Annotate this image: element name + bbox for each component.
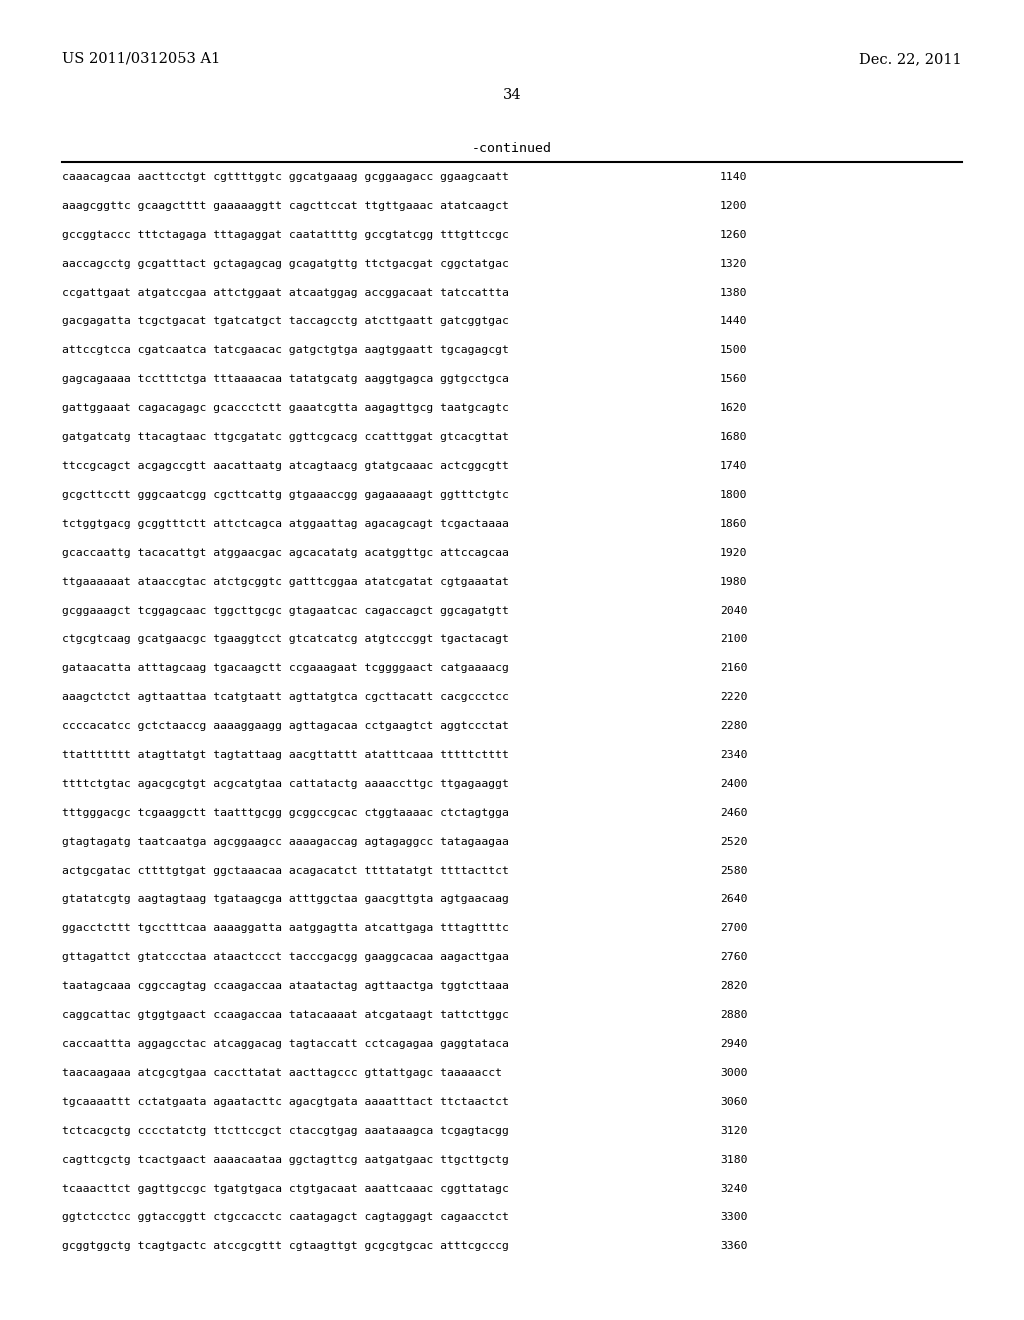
Text: ggacctcttt tgcctttcaa aaaaggatta aatggagtta atcattgaga tttagttttc: ggacctcttt tgcctttcaa aaaaggatta aatggag… — [62, 924, 509, 933]
Text: cagttcgctg tcactgaact aaaacaataa ggctagttcg aatgatgaac ttgcttgctg: cagttcgctg tcactgaact aaaacaataa ggctagt… — [62, 1155, 509, 1164]
Text: 1260: 1260 — [720, 230, 748, 240]
Text: ccccacatcc gctctaaccg aaaaggaagg agttagacaa cctgaagtct aggtccctat: ccccacatcc gctctaaccg aaaaggaagg agttaga… — [62, 721, 509, 731]
Text: gcggaaagct tcggagcaac tggcttgcgc gtagaatcac cagaccagct ggcagatgtt: gcggaaagct tcggagcaac tggcttgcgc gtagaat… — [62, 606, 509, 615]
Text: 1320: 1320 — [720, 259, 748, 269]
Text: 3300: 3300 — [720, 1212, 748, 1222]
Text: 2820: 2820 — [720, 981, 748, 991]
Text: gcgcttcctt gggcaatcgg cgcttcattg gtgaaaccgg gagaaaaagt ggtttctgtc: gcgcttcctt gggcaatcgg cgcttcattg gtgaaac… — [62, 490, 509, 500]
Text: 3180: 3180 — [720, 1155, 748, 1164]
Text: tctggtgacg gcggtttctt attctcagca atggaattag agacagcagt tcgactaaaa: tctggtgacg gcggtttctt attctcagca atggaat… — [62, 519, 509, 529]
Text: 1980: 1980 — [720, 577, 748, 586]
Text: 3360: 3360 — [720, 1241, 748, 1251]
Text: 2400: 2400 — [720, 779, 748, 789]
Text: ctgcgtcaag gcatgaacgc tgaaggtcct gtcatcatcg atgtcccggt tgactacagt: ctgcgtcaag gcatgaacgc tgaaggtcct gtcatca… — [62, 635, 509, 644]
Text: 2760: 2760 — [720, 952, 748, 962]
Text: 2220: 2220 — [720, 692, 748, 702]
Text: aaagctctct agttaattaa tcatgtaatt agttatgtca cgcttacatt cacgccctcc: aaagctctct agttaattaa tcatgtaatt agttatg… — [62, 692, 509, 702]
Text: 1860: 1860 — [720, 519, 748, 529]
Text: ttttctgtac agacgcgtgt acgcatgtaa cattatactg aaaaccttgc ttgagaaggt: ttttctgtac agacgcgtgt acgcatgtaa cattata… — [62, 779, 509, 789]
Text: tgcaaaattt cctatgaata agaatacttc agacgtgata aaaatttact ttctaactct: tgcaaaattt cctatgaata agaatacttc agacgtg… — [62, 1097, 509, 1106]
Text: gttagattct gtatccctaa ataactccct tacccgacgg gaaggcacaa aagacttgaa: gttagattct gtatccctaa ataactccct tacccga… — [62, 952, 509, 962]
Text: aaagcggttc gcaagctttt gaaaaaggtt cagcttccat ttgttgaaac atatcaagct: aaagcggttc gcaagctttt gaaaaaggtt cagcttc… — [62, 201, 509, 211]
Text: 2880: 2880 — [720, 1010, 748, 1020]
Text: ttgaaaaaat ataaccgtac atctgcggtc gatttcggaa atatcgatat cgtgaaatat: ttgaaaaaat ataaccgtac atctgcggtc gatttcg… — [62, 577, 509, 586]
Text: 2520: 2520 — [720, 837, 748, 846]
Text: 1680: 1680 — [720, 432, 748, 442]
Text: taatagcaaa cggccagtag ccaagaccaa ataatactag agttaactga tggtcttaaa: taatagcaaa cggccagtag ccaagaccaa ataatac… — [62, 981, 509, 991]
Text: 1380: 1380 — [720, 288, 748, 297]
Text: -continued: -continued — [472, 143, 552, 154]
Text: 1620: 1620 — [720, 403, 748, 413]
Text: 1440: 1440 — [720, 317, 748, 326]
Text: gccggtaccc tttctagaga tttagaggat caatattttg gccgtatcgg tttgttccgc: gccggtaccc tttctagaga tttagaggat caatatt… — [62, 230, 509, 240]
Text: gtatatcgtg aagtagtaag tgataagcga atttggctaa gaacgttgta agtgaacaag: gtatatcgtg aagtagtaag tgataagcga atttggc… — [62, 895, 509, 904]
Text: 2700: 2700 — [720, 924, 748, 933]
Text: 1500: 1500 — [720, 346, 748, 355]
Text: 3000: 3000 — [720, 1068, 748, 1078]
Text: 2460: 2460 — [720, 808, 748, 818]
Text: caaacagcaa aacttcctgt cgttttggtc ggcatgaaag gcggaagacc ggaagcaatt: caaacagcaa aacttcctgt cgttttggtc ggcatga… — [62, 172, 509, 182]
Text: tctcacgctg cccctatctg ttcttccgct ctaccgtgag aaataaagca tcgagtacgg: tctcacgctg cccctatctg ttcttccgct ctaccgt… — [62, 1126, 509, 1135]
Text: gcaccaattg tacacattgt atggaacgac agcacatatg acatggttgc attccagcaa: gcaccaattg tacacattgt atggaacgac agcacat… — [62, 548, 509, 557]
Text: 1920: 1920 — [720, 548, 748, 557]
Text: 1140: 1140 — [720, 172, 748, 182]
Text: 1200: 1200 — [720, 201, 748, 211]
Text: taacaagaaa atcgcgtgaa caccttatat aacttagccc gttattgagc taaaaacct: taacaagaaa atcgcgtgaa caccttatat aacttag… — [62, 1068, 502, 1078]
Text: gatgatcatg ttacagtaac ttgcgatatc ggttcgcacg ccatttggat gtcacgttat: gatgatcatg ttacagtaac ttgcgatatc ggttcgc… — [62, 432, 509, 442]
Text: 3060: 3060 — [720, 1097, 748, 1106]
Text: tcaaacttct gagttgccgc tgatgtgaca ctgtgacaat aaattcaaac cggttatagc: tcaaacttct gagttgccgc tgatgtgaca ctgtgac… — [62, 1184, 509, 1193]
Text: US 2011/0312053 A1: US 2011/0312053 A1 — [62, 51, 220, 66]
Text: 2640: 2640 — [720, 895, 748, 904]
Text: caggcattac gtggtgaact ccaagaccaa tatacaaaat atcgataagt tattcttggc: caggcattac gtggtgaact ccaagaccaa tatacaa… — [62, 1010, 509, 1020]
Text: 1800: 1800 — [720, 490, 748, 500]
Text: gagcagaaaa tcctttctga tttaaaacaa tatatgcatg aaggtgagca ggtgcctgca: gagcagaaaa tcctttctga tttaaaacaa tatatgc… — [62, 375, 509, 384]
Text: caccaattta aggagcctac atcaggacag tagtaccatt cctcagagaa gaggtataca: caccaattta aggagcctac atcaggacag tagtacc… — [62, 1039, 509, 1049]
Text: attccgtcca cgatcaatca tatcgaacac gatgctgtga aagtggaatt tgcagagcgt: attccgtcca cgatcaatca tatcgaacac gatgctg… — [62, 346, 509, 355]
Text: 2040: 2040 — [720, 606, 748, 615]
Text: 2160: 2160 — [720, 663, 748, 673]
Text: aaccagcctg gcgatttact gctagagcag gcagatgttg ttctgacgat cggctatgac: aaccagcctg gcgatttact gctagagcag gcagatg… — [62, 259, 509, 269]
Text: ccgattgaat atgatccgaa attctggaat atcaatggag accggacaat tatccattta: ccgattgaat atgatccgaa attctggaat atcaatg… — [62, 288, 509, 297]
Text: 2340: 2340 — [720, 750, 748, 760]
Text: 2280: 2280 — [720, 721, 748, 731]
Text: gattggaaat cagacagagc gcaccctctt gaaatcgtta aagagttgcg taatgcagtc: gattggaaat cagacagagc gcaccctctt gaaatcg… — [62, 403, 509, 413]
Text: 1560: 1560 — [720, 375, 748, 384]
Text: ggtctcctcc ggtaccggtt ctgccacctc caatagagct cagtaggagt cagaacctct: ggtctcctcc ggtaccggtt ctgccacctc caataga… — [62, 1212, 509, 1222]
Text: 34: 34 — [503, 88, 521, 102]
Text: gtagtagatg taatcaatga agcggaagcc aaaagaccag agtagaggcc tatagaagaa: gtagtagatg taatcaatga agcggaagcc aaaagac… — [62, 837, 509, 846]
Text: 3240: 3240 — [720, 1184, 748, 1193]
Text: 2940: 2940 — [720, 1039, 748, 1049]
Text: Dec. 22, 2011: Dec. 22, 2011 — [859, 51, 962, 66]
Text: ttattttttt atagttatgt tagtattaag aacgttattt atatttcaaa tttttctttt: ttattttttt atagttatgt tagtattaag aacgtta… — [62, 750, 509, 760]
Text: 2580: 2580 — [720, 866, 748, 875]
Text: 2100: 2100 — [720, 635, 748, 644]
Text: 3120: 3120 — [720, 1126, 748, 1135]
Text: gcggtggctg tcagtgactc atccgcgttt cgtaagttgt gcgcgtgcac atttcgcccg: gcggtggctg tcagtgactc atccgcgttt cgtaagt… — [62, 1241, 509, 1251]
Text: gataacatta atttagcaag tgacaagctt ccgaaagaat tcggggaact catgaaaacg: gataacatta atttagcaag tgacaagctt ccgaaag… — [62, 663, 509, 673]
Text: tttgggacgc tcgaaggctt taatttgcgg gcggccgcac ctggtaaaac ctctagtgga: tttgggacgc tcgaaggctt taatttgcgg gcggccg… — [62, 808, 509, 818]
Text: 1740: 1740 — [720, 461, 748, 471]
Text: actgcgatac cttttgtgat ggctaaacaa acagacatct ttttatatgt ttttacttct: actgcgatac cttttgtgat ggctaaacaa acagaca… — [62, 866, 509, 875]
Text: gacgagatta tcgctgacat tgatcatgct taccagcctg atcttgaatt gatcggtgac: gacgagatta tcgctgacat tgatcatgct taccagc… — [62, 317, 509, 326]
Text: ttccgcagct acgagccgtt aacattaatg atcagtaacg gtatgcaaac actcggcgtt: ttccgcagct acgagccgtt aacattaatg atcagta… — [62, 461, 509, 471]
